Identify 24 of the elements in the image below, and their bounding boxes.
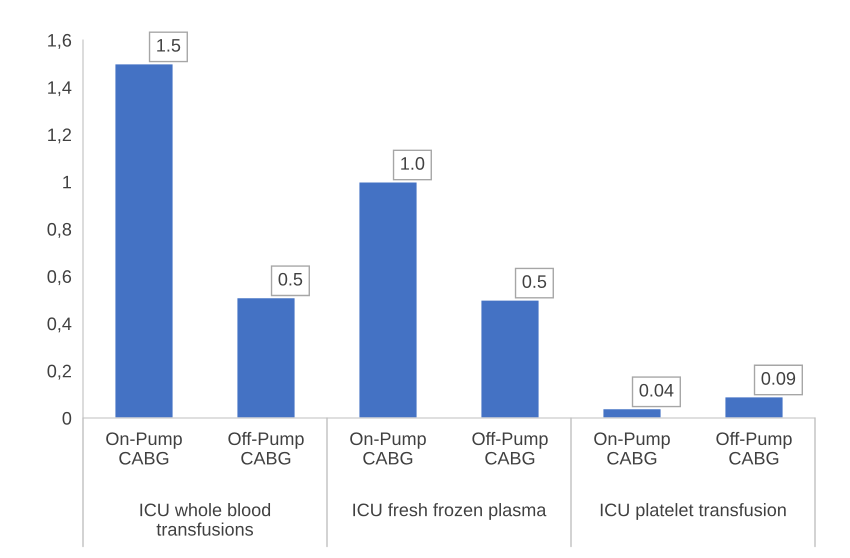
x-tick-label: On-Pump CABG — [106, 432, 182, 465]
y-tick-label: 0,8 — [47, 222, 72, 238]
data-label: 0.04 — [640, 384, 674, 397]
data-label: 1.0 — [401, 157, 424, 170]
y-tick-label: 0 — [62, 412, 72, 425]
data-label: 0.09 — [762, 372, 796, 385]
x-tick-label: On-Pump CABG — [350, 432, 426, 465]
y-tick-label: 1,6 — [48, 34, 72, 49]
y-tick-label: 1 — [63, 176, 72, 188]
y-tick-label: 0,6 — [47, 270, 72, 286]
y-tick-label: 0,4 — [47, 317, 72, 332]
x-tick-label: On-Pump CABG — [594, 432, 670, 465]
data-label: 1.5 — [157, 39, 180, 52]
text: ICU whole blood transfusions — [140, 503, 270, 536]
y-tick-label: 0,2 — [47, 364, 71, 380]
x-tick-label: Off-Pump CABG — [716, 432, 792, 465]
text: ICU fresh frozen plasma — [353, 503, 546, 520]
x-tick-label: Off-Pump CABG — [228, 432, 304, 465]
data-label: 0.5 — [278, 272, 302, 286]
x-tick-label: Off-Pump CABG — [472, 432, 548, 465]
data-label: 0.5 — [522, 275, 546, 288]
y-tick-label: 1,4 — [48, 81, 72, 96]
text: ICU platelet transfusion — [600, 503, 786, 520]
y-tick-label: 1,2 — [48, 128, 71, 144]
